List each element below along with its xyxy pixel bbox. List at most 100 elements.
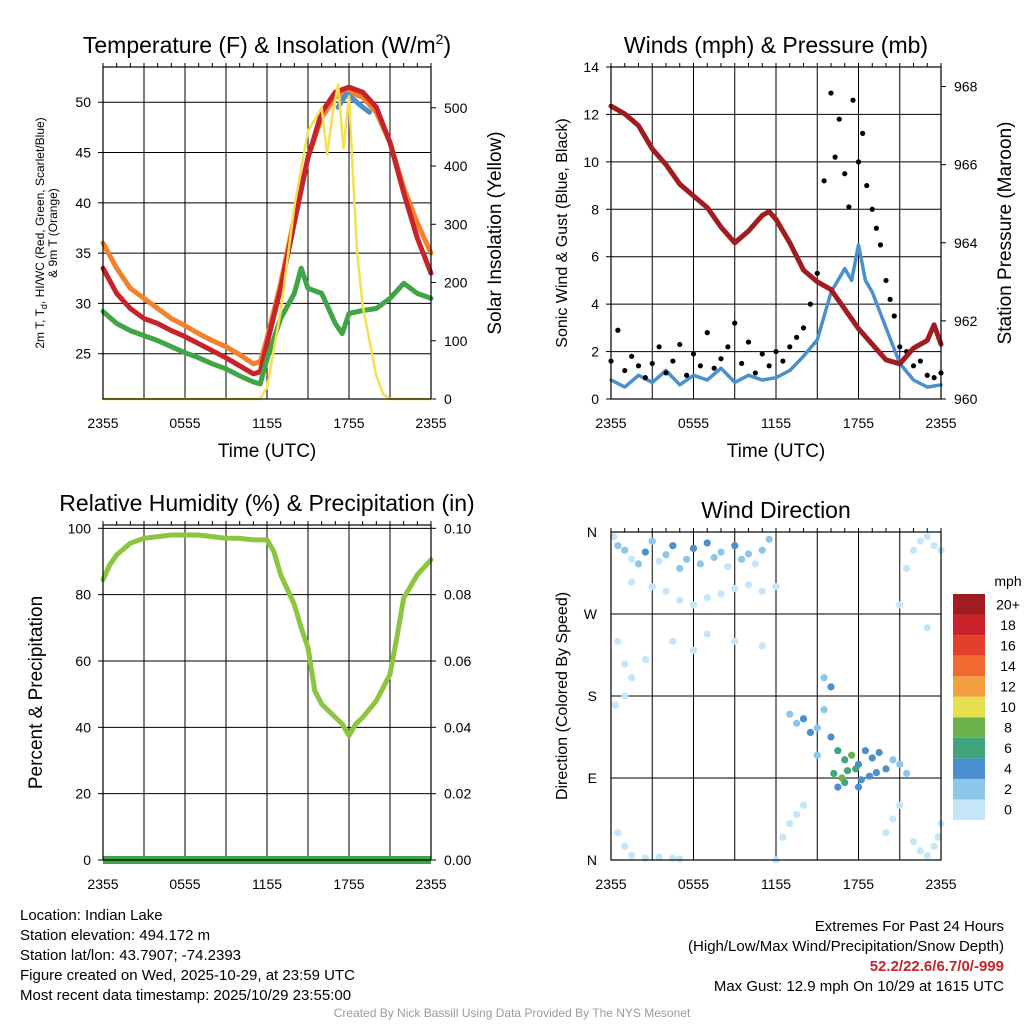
gust-point: [670, 358, 676, 364]
y-tick-label: 2: [591, 344, 599, 360]
direction-point: [779, 833, 787, 841]
direction-point: [669, 637, 677, 645]
direction-point: [621, 660, 629, 668]
gust-point: [828, 90, 834, 96]
y-tick-label: 10: [583, 154, 599, 170]
colorbar-swatch: [953, 758, 985, 779]
x-axis-label: Time (UTC): [727, 441, 826, 462]
gust-point: [739, 360, 745, 367]
colorbar-label: 14: [1000, 658, 1016, 674]
direction-point: [875, 748, 883, 757]
gust-point: [846, 204, 852, 210]
gust-point: [697, 363, 703, 369]
direction-point: [854, 783, 863, 791]
y-tick-right-label: 200: [444, 275, 468, 291]
y-tick-label: N: [587, 852, 597, 868]
x-tick-label: 1155: [252, 876, 282, 892]
chart-title: Relative Humidity (%) & Precipitation (i…: [59, 490, 474, 516]
y-axis-label-left: 2m T, Td, HI/WC (Red, Green, Scarlet/Blu…: [33, 117, 60, 348]
colorbar-label: 0: [1004, 802, 1012, 818]
direction-point: [827, 733, 835, 741]
extremes-subtitle: (High/Low/Max Wind/Precipitation/Snow De…: [688, 938, 1004, 955]
y-tick-right-label: 0.02: [444, 786, 471, 802]
direction-point: [662, 587, 670, 595]
y-tick-right-label: 964: [954, 235, 978, 251]
y-tick-label: 6: [591, 249, 599, 265]
gust-point: [711, 365, 717, 371]
gust-point: [855, 159, 862, 165]
direction-point: [703, 630, 711, 638]
direction-point: [923, 851, 931, 860]
y-tick-label: 80: [75, 587, 91, 603]
colorbar-label: 20+: [996, 596, 1020, 612]
station-latlon: Station lat/lon: 43.7907; -74.2393: [20, 947, 242, 964]
direction-point: [793, 719, 801, 727]
direction-point: [676, 564, 684, 573]
extremes-values: 52.2/22.6/6.7/0/-999: [869, 958, 1004, 975]
y-tick-label: 50: [75, 94, 91, 110]
gust-point: [615, 327, 621, 333]
direction-point: [717, 548, 725, 556]
x-tick-label: 1755: [333, 415, 364, 431]
gust-point: [629, 353, 635, 359]
direction-point: [628, 555, 636, 563]
y-tick-label: S: [588, 688, 597, 704]
extremes-block: Extremes For Past 24 Hours (High/Low/Max…: [688, 917, 1004, 997]
direction-point: [641, 854, 649, 862]
gust-point: [752, 370, 758, 376]
direction-point: [731, 637, 739, 645]
y-tick-right-label: 300: [444, 216, 468, 232]
gust-point: [800, 325, 807, 331]
gust-point: [725, 344, 731, 350]
station-elevation: Station elevation: 494.172 m: [20, 927, 211, 944]
direction-point: [896, 601, 904, 609]
direction-point: [689, 646, 698, 655]
direction-point: [744, 581, 753, 589]
direction-point: [662, 551, 670, 559]
y-tick-label: 12: [583, 106, 599, 122]
direction-point: [865, 772, 874, 780]
gust-point: [891, 313, 897, 319]
gust-point: [883, 277, 889, 284]
direction-point: [621, 692, 629, 700]
y-axis-label-left: Percent & Precipitation: [26, 596, 47, 789]
direction-point: [799, 715, 808, 723]
title-main: Temperature (F) & Insolation (W/m: [83, 32, 436, 58]
colorbar-swatch: [953, 696, 985, 718]
direction-point: [820, 674, 828, 682]
gust-point: [850, 97, 856, 103]
direction-point: [683, 555, 691, 563]
colorbar-label: 6: [1004, 740, 1012, 756]
gust-point: [766, 363, 772, 369]
gust-point: [821, 178, 827, 184]
colorbar-swatch: [953, 799, 985, 820]
direction-point: [628, 578, 636, 586]
y-axis-label-left: Sonic Wind & Gust (Blue, Black): [554, 118, 571, 347]
colorbar-swatch: [953, 635, 985, 656]
direction-point: [889, 756, 897, 764]
y-tick-right-label: 0.06: [444, 653, 471, 669]
direction-point: [765, 535, 773, 543]
x-tick-label: 2355: [87, 415, 118, 431]
y-tick-label: 60: [75, 653, 91, 669]
recent-timestamp: Most recent data timestamp: 2025/10/29 2…: [20, 987, 352, 1004]
extremes-title: Extremes For Past 24 Hours: [814, 918, 1004, 935]
direction-point: [903, 769, 911, 778]
direction-point: [882, 829, 890, 837]
direction-point: [689, 544, 698, 553]
gust-point: [635, 363, 642, 369]
plot-frame: [610, 66, 942, 400]
gust-point: [807, 301, 813, 307]
direction-point: [772, 583, 780, 591]
direction-point: [786, 819, 794, 828]
chart-title: Winds (mph) & Pressure (mb): [624, 32, 928, 58]
series-line-2m-td: [100, 265, 434, 387]
direction-point: [834, 783, 842, 791]
x-tick-label: 0555: [169, 415, 200, 431]
direction-point: [611, 701, 619, 709]
direction-point: [793, 810, 801, 819]
direction-point: [724, 563, 732, 571]
colorbar-swatch: [953, 676, 985, 697]
colorbar-swatch: [953, 717, 985, 738]
